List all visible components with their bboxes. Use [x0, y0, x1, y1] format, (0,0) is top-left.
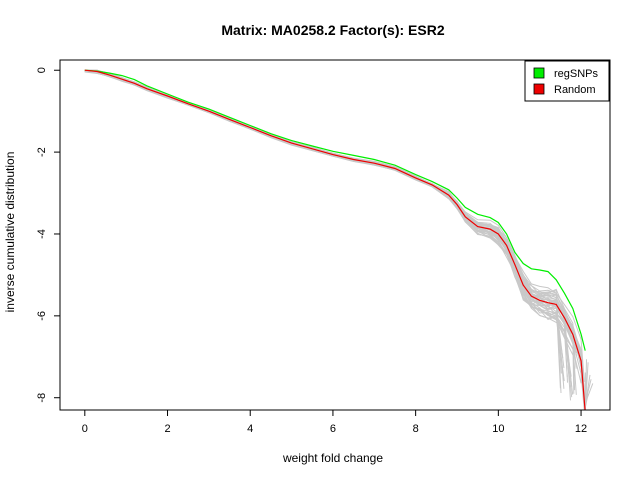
- series-group: [84, 69, 586, 410]
- background-series-line: [84, 69, 589, 410]
- background-series-line: [84, 70, 564, 358]
- series-line-regsnps: [84, 69, 586, 351]
- x-tick-label: 0: [82, 423, 88, 435]
- chart-title: Matrix: MA0258.2 Factor(s): ESR2: [221, 22, 445, 38]
- background-series-line: [84, 69, 583, 374]
- y-axis-label: inverse cumulative distribution: [3, 152, 17, 313]
- background-series-line: [84, 69, 583, 367]
- legend-label-random: Random: [554, 84, 596, 96]
- background-series-line: [84, 70, 587, 410]
- background-series-line: [84, 69, 562, 374]
- x-axis-label: weight fold change: [282, 451, 383, 465]
- background-series-line: [84, 70, 562, 356]
- x-tick-label: 4: [247, 423, 253, 435]
- y-axis: 0 -2 -4 -6 -8: [36, 67, 60, 403]
- legend-label-regsnps: regSNPs: [554, 68, 599, 80]
- x-tick-label: 2: [164, 423, 170, 435]
- background-series-group: [84, 69, 594, 410]
- x-tick-label: 6: [330, 423, 336, 435]
- background-series-line: [84, 70, 576, 350]
- background-series-line: [84, 70, 574, 395]
- y-tick-label: -4: [36, 229, 48, 239]
- legend-swatch-regsnps: [533, 67, 545, 79]
- background-series-line: [84, 69, 591, 406]
- background-series-line: [84, 71, 576, 359]
- background-series-line: [84, 69, 592, 404]
- y-tick-label: 0: [36, 67, 48, 73]
- y-tick-label: -8: [36, 393, 48, 403]
- background-series-line: [84, 70, 577, 369]
- background-series-line: [84, 69, 585, 373]
- series-line-random: [84, 69, 586, 410]
- background-series-line: [84, 69, 585, 382]
- background-series-line: [84, 69, 589, 409]
- x-tick-label: 12: [575, 423, 587, 435]
- background-series-line: [84, 71, 580, 355]
- background-series-line: [84, 69, 576, 353]
- background-series-line: [84, 69, 589, 407]
- background-series-line: [84, 70, 568, 377]
- background-series-line: [84, 69, 583, 365]
- y-tick-label: -6: [36, 311, 48, 321]
- y-tick-label: -2: [36, 147, 48, 157]
- x-tick-label: 10: [492, 423, 504, 435]
- legend: regSNPs Random: [524, 60, 610, 102]
- legend-swatch-random: [533, 83, 545, 95]
- x-axis: 0 2 4 6 8 10 12: [82, 410, 587, 435]
- background-series-line: [84, 71, 572, 377]
- background-series-line: [84, 69, 577, 356]
- background-series-line: [84, 71, 583, 384]
- plot-area-frame: [59, 59, 611, 411]
- x-tick-label: 8: [413, 423, 419, 435]
- background-series-line: [84, 69, 594, 404]
